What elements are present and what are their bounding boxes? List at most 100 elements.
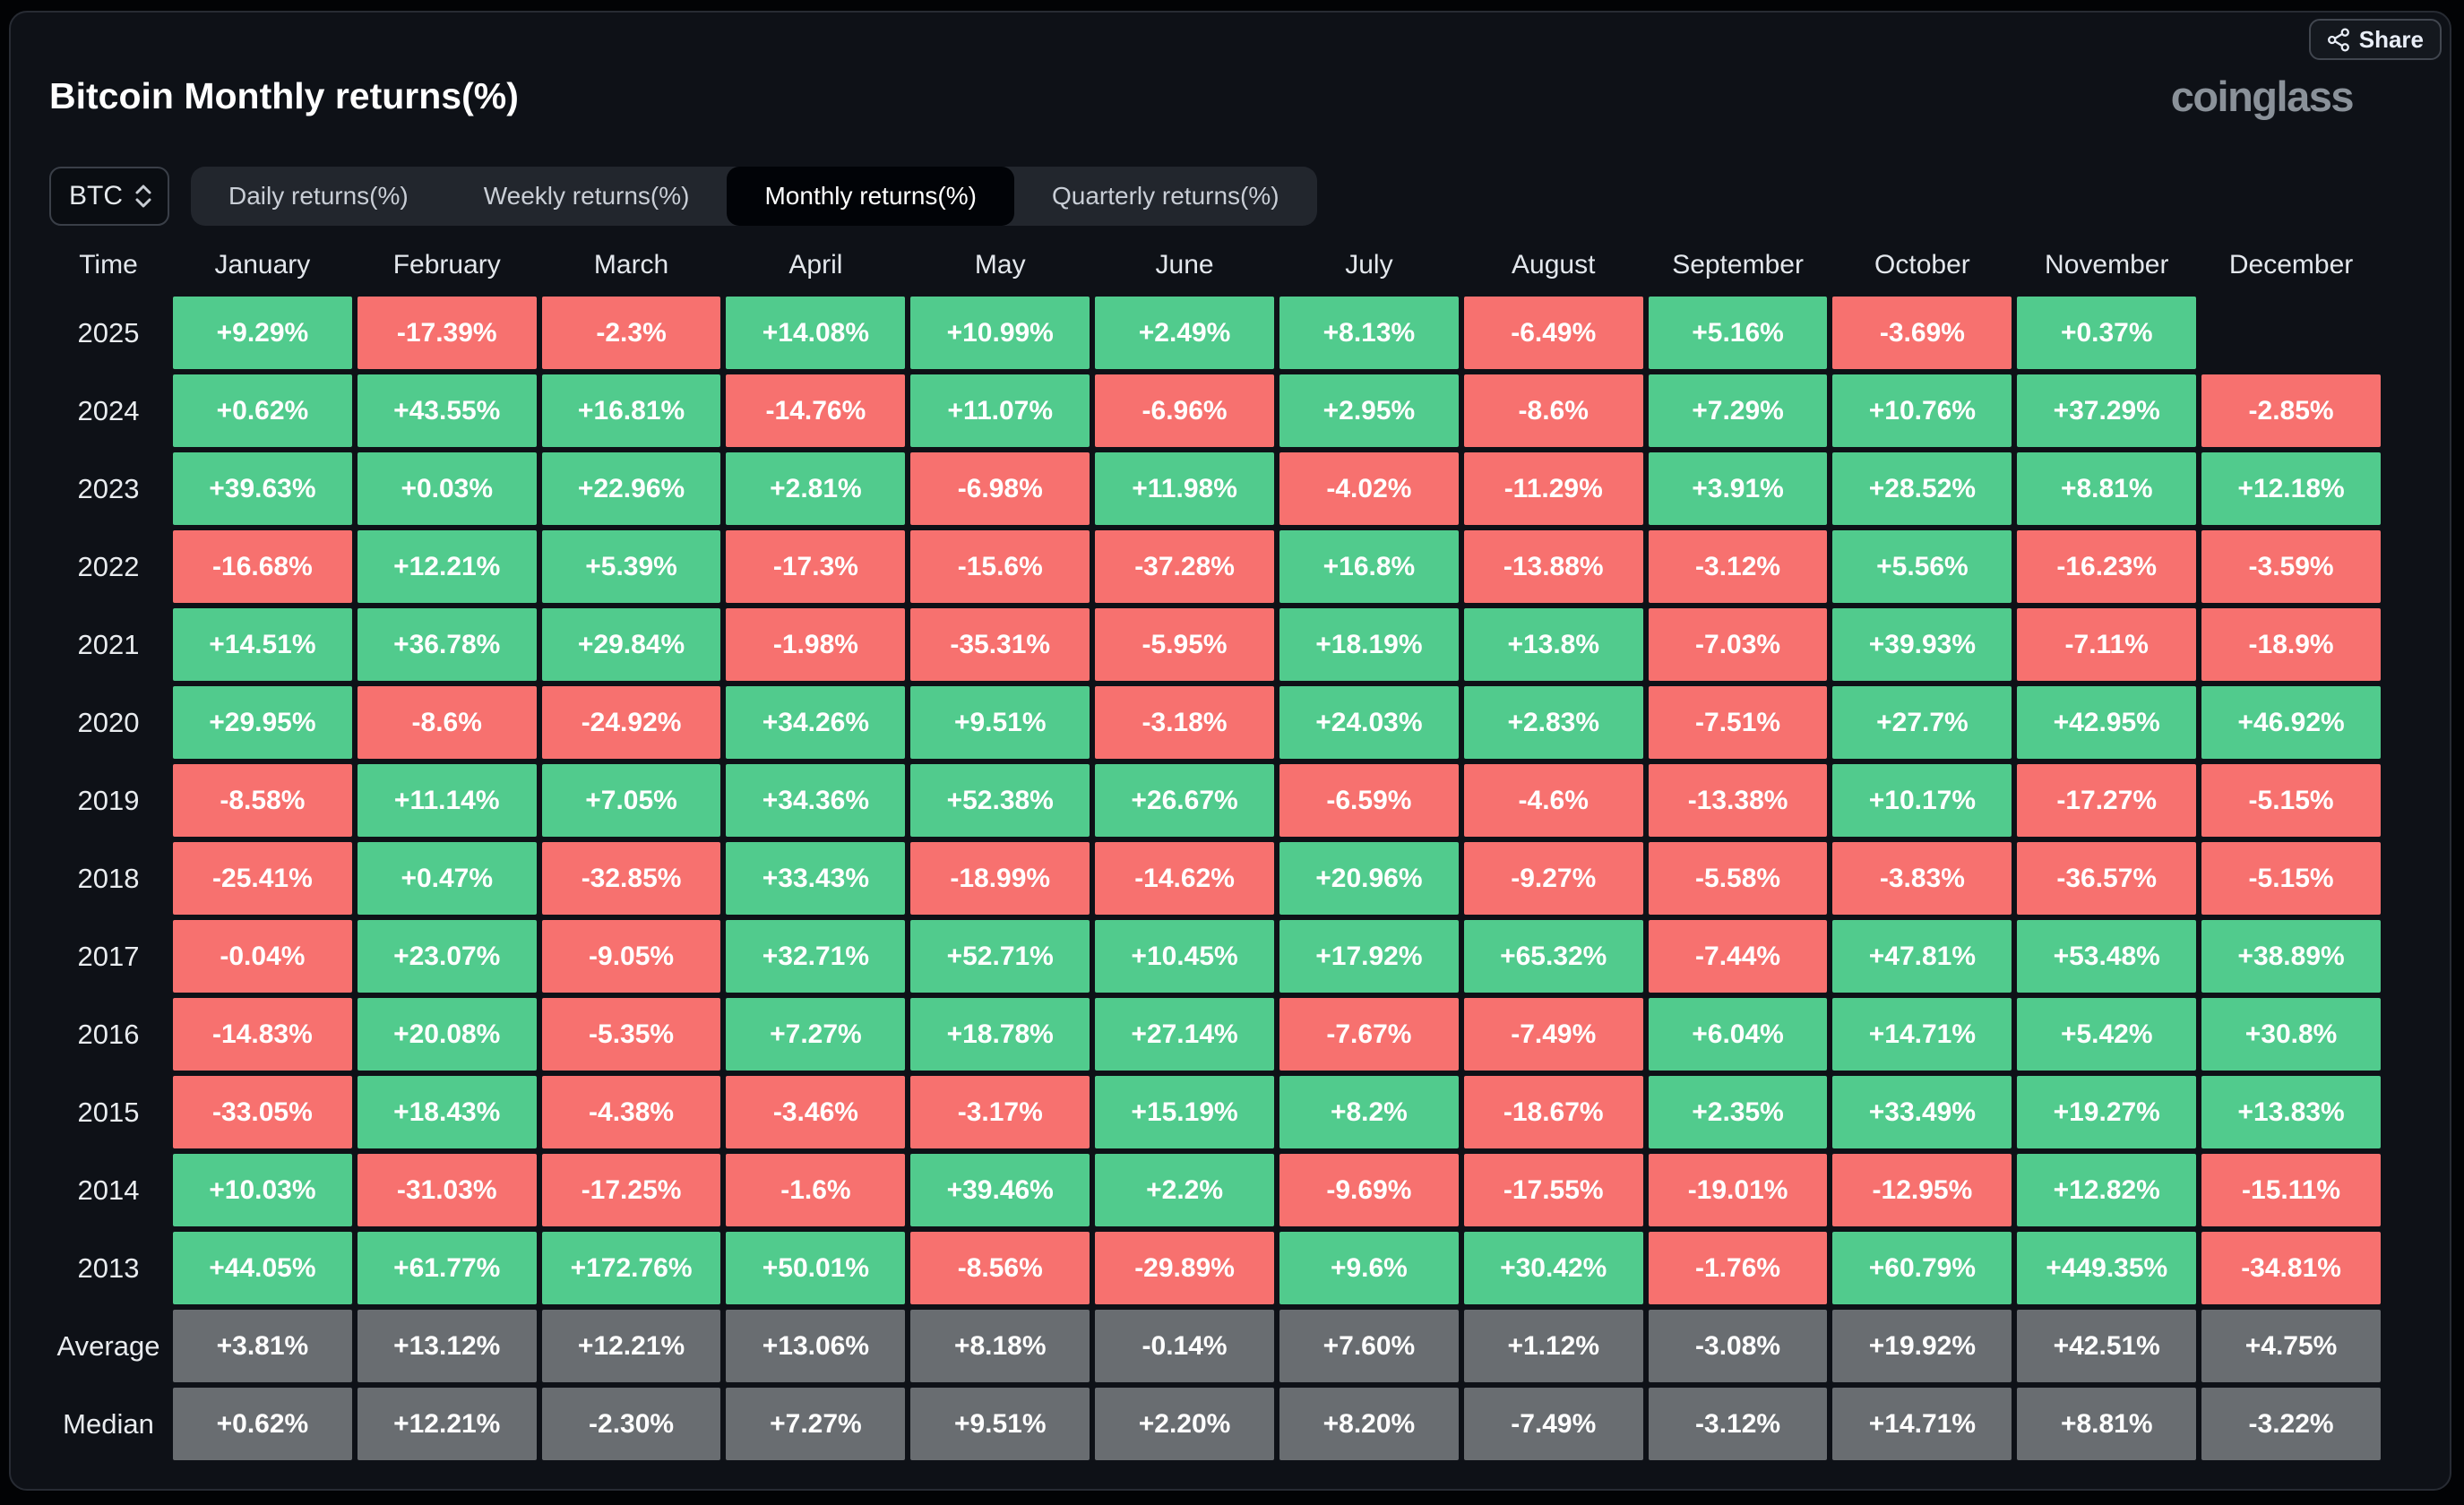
coin-selector[interactable]: BTC — [49, 167, 169, 226]
cell-2022-may: -15.6% — [910, 530, 1090, 603]
cell-2014-june: +2.2% — [1095, 1154, 1274, 1226]
cell-average-july: +7.60% — [1279, 1310, 1459, 1382]
cell-2021-july: +18.19% — [1279, 608, 1459, 681]
cell-2021-january: +14.51% — [173, 608, 352, 681]
cell-2016-november: +5.42% — [2017, 998, 2197, 1071]
cell-2013-july: +9.6% — [1279, 1232, 1459, 1304]
column-header-september: September — [1672, 250, 1804, 280]
cell-2020-january: +29.95% — [173, 686, 352, 759]
cell-median-november: +8.81% — [2017, 1388, 2197, 1460]
page-title: Bitcoin Monthly returns(%) — [49, 75, 519, 116]
cell-2022-november: -16.23% — [2017, 530, 2197, 603]
cell-2023-december: +12.18% — [2201, 452, 2381, 525]
row-label: 2024 — [77, 394, 140, 426]
cell-2022-february: +12.21% — [357, 530, 537, 603]
cell-2020-november: +42.95% — [2017, 686, 2197, 759]
cell-2020-august: +2.83% — [1463, 686, 1643, 759]
cell-2017-july: +17.92% — [1279, 920, 1459, 993]
cell-2025-october: -3.69% — [1832, 297, 2012, 369]
cell-2013-december: -34.81% — [2201, 1232, 2381, 1304]
cell-2013-february: +61.77% — [357, 1232, 537, 1304]
share-icon — [2327, 28, 2349, 51]
cell-2020-may: +9.51% — [910, 686, 1090, 759]
cell-2020-july: +24.03% — [1279, 686, 1459, 759]
tab-daily-returns[interactable]: Daily returns(%) — [191, 167, 446, 226]
column-header-october: October — [1874, 250, 1970, 280]
cell-2021-august: +13.8% — [1463, 608, 1643, 681]
tab-quarterly-returns[interactable]: Quarterly returns(%) — [1014, 167, 1317, 226]
cell-average-december: +4.75% — [2201, 1310, 2381, 1382]
table-row-2022: 2022 -16.68% +12.21% +5.39% -17.3% -15.6% -37.… — [49, 530, 2381, 603]
cell-2024-december: -2.85% — [2201, 374, 2381, 447]
cell-2016-october: +14.71% — [1832, 998, 2012, 1071]
cell-2020-april: +34.26% — [726, 686, 906, 759]
cell-2018-august: -9.27% — [1463, 842, 1643, 915]
cell-2019-february: +11.14% — [357, 764, 537, 837]
cell-2023-february: +0.03% — [357, 452, 537, 525]
row-label: 2019 — [77, 784, 140, 816]
cell-2018-march: -32.85% — [541, 842, 721, 915]
cell-2023-july: -4.02% — [1279, 452, 1459, 525]
cell-2014-december: -15.11% — [2201, 1154, 2381, 1226]
cell-average-october: +19.92% — [1832, 1310, 2012, 1382]
tab-weekly-returns[interactable]: Weekly returns(%) — [446, 167, 728, 226]
cell-2023-november: +8.81% — [2017, 452, 2197, 525]
row-label: 2016 — [77, 1018, 140, 1050]
row-label: 2022 — [77, 550, 140, 582]
cell-2021-march: +29.84% — [541, 608, 721, 681]
cell-2013-august: +30.42% — [1463, 1232, 1643, 1304]
row-label: 2025 — [77, 316, 140, 348]
cell-2016-february: +20.08% — [357, 998, 537, 1071]
table-row-2019: 2019 -8.58% +11.14% +7.05% +34.36% +52.38% +26… — [49, 764, 2381, 837]
cell-2016-september: +6.04% — [1648, 998, 1828, 1071]
cell-2015-september: +2.35% — [1648, 1076, 1828, 1148]
table-row-2025: 2025 +9.29% -17.39% -2.3% +14.08% +10.99% +2.4… — [49, 297, 2381, 369]
cell-2025-december — [2201, 297, 2381, 369]
share-button[interactable]: Share — [2308, 19, 2442, 60]
cell-2021-february: +36.78% — [357, 608, 537, 681]
cell-2013-march: +172.76% — [541, 1232, 721, 1304]
cell-2018-november: -36.57% — [2017, 842, 2197, 915]
tab-monthly-returns[interactable]: Monthly returns(%) — [727, 167, 1014, 226]
cell-2025-november: +0.37% — [2017, 297, 2197, 369]
cell-2017-september: -7.44% — [1648, 920, 1828, 993]
column-header-february: February — [392, 250, 501, 280]
monthly-returns-table: Time January February March April May June July… — [49, 241, 2381, 1460]
column-header-march: March — [593, 250, 669, 280]
column-header-november: November — [2045, 250, 2169, 280]
cell-2022-january: -16.68% — [173, 530, 352, 603]
cell-2024-february: +43.55% — [357, 374, 537, 447]
cell-2018-january: -25.41% — [173, 842, 352, 915]
cell-2018-may: -18.99% — [910, 842, 1090, 915]
cell-2015-february: +18.43% — [357, 1076, 537, 1148]
cell-2018-april: +33.43% — [726, 842, 906, 915]
column-header-may: May — [974, 250, 1026, 280]
cell-2024-november: +37.29% — [2017, 374, 2197, 447]
cell-2015-june: +15.19% — [1095, 1076, 1274, 1148]
cell-2024-april: -14.76% — [726, 374, 906, 447]
cell-2015-november: +19.27% — [2017, 1076, 2197, 1148]
table-row-2017: 2017 -0.04% +23.07% -9.05% +32.71% +52.71% +10… — [49, 920, 2381, 993]
cell-median-june: +2.20% — [1095, 1388, 1274, 1460]
cell-2015-july: +8.2% — [1279, 1076, 1459, 1148]
cell-2018-december: -5.15% — [2201, 842, 2381, 915]
cell-2016-july: -7.67% — [1279, 998, 1459, 1071]
cell-2019-june: +26.67% — [1095, 764, 1274, 837]
cell-2023-october: +28.52% — [1832, 452, 2012, 525]
cell-2017-march: -9.05% — [541, 920, 721, 993]
cell-2019-january: -8.58% — [173, 764, 352, 837]
cell-2013-january: +44.05% — [173, 1232, 352, 1304]
cell-median-july: +8.20% — [1279, 1388, 1459, 1460]
cell-average-august: +1.12% — [1463, 1310, 1643, 1382]
table-row-2015: 2015 -33.05% +18.43% -4.38% -3.46% -3.17% +15.… — [49, 1076, 2381, 1148]
cell-2017-august: +65.32% — [1463, 920, 1643, 993]
cell-median-march: -2.30% — [541, 1388, 721, 1460]
cell-2014-may: +39.46% — [910, 1154, 1090, 1226]
cell-2016-march: -5.35% — [541, 998, 721, 1071]
cell-average-april: +13.06% — [726, 1310, 906, 1382]
returns-period-tabs: Daily returns(%) Weekly returns(%) Monthly… — [191, 167, 1317, 226]
cell-2019-september: -13.38% — [1648, 764, 1828, 837]
cell-2022-august: -13.88% — [1463, 530, 1643, 603]
cell-2020-december: +46.92% — [2201, 686, 2381, 759]
row-label: 2023 — [77, 472, 140, 504]
